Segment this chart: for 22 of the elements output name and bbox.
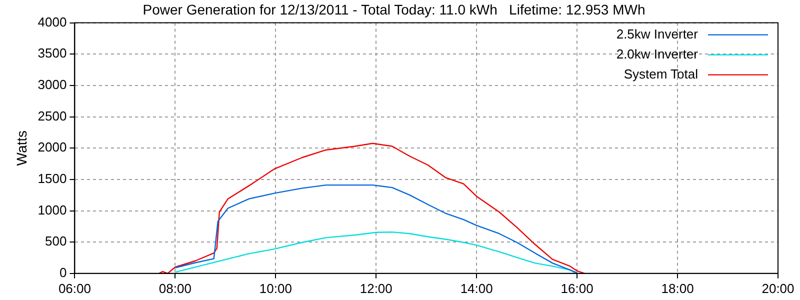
legend-label: 2.0kw Inverter <box>616 46 699 62</box>
x-tick-label: 14:00 <box>460 280 493 296</box>
x-tick-label: 12:00 <box>360 280 392 296</box>
y-tick-label: 1000 <box>38 202 67 218</box>
y-tick-label: 3000 <box>38 77 67 92</box>
y-tick-label: 2000 <box>38 140 67 155</box>
y-tick-label: 0 <box>59 264 67 280</box>
y-tick-label: 500 <box>45 234 67 249</box>
y-tick-label: 2500 <box>38 108 67 124</box>
x-tick-label: 18:00 <box>661 280 694 296</box>
y-tick-label: 3500 <box>38 46 67 61</box>
x-tick-label: 08:00 <box>158 280 192 296</box>
x-tick-label: 10:00 <box>259 280 292 296</box>
chart-title: Power Generation for 12/13/2011 - Total Today: 11.0 kWh Lifetime: 12.953 MWh <box>142 1 646 18</box>
legend-label: 2.5kw Inverter <box>616 26 699 42</box>
y-tick-label: 1500 <box>38 171 67 186</box>
x-tick-label: 16:00 <box>560 280 594 296</box>
legend-label: System Total <box>624 66 698 82</box>
x-tick-label: 06:00 <box>58 280 91 296</box>
y-tick-label: 4000 <box>38 14 67 30</box>
x-tick-label: 20:00 <box>762 280 794 296</box>
y-axis-title: Watts <box>13 130 30 166</box>
